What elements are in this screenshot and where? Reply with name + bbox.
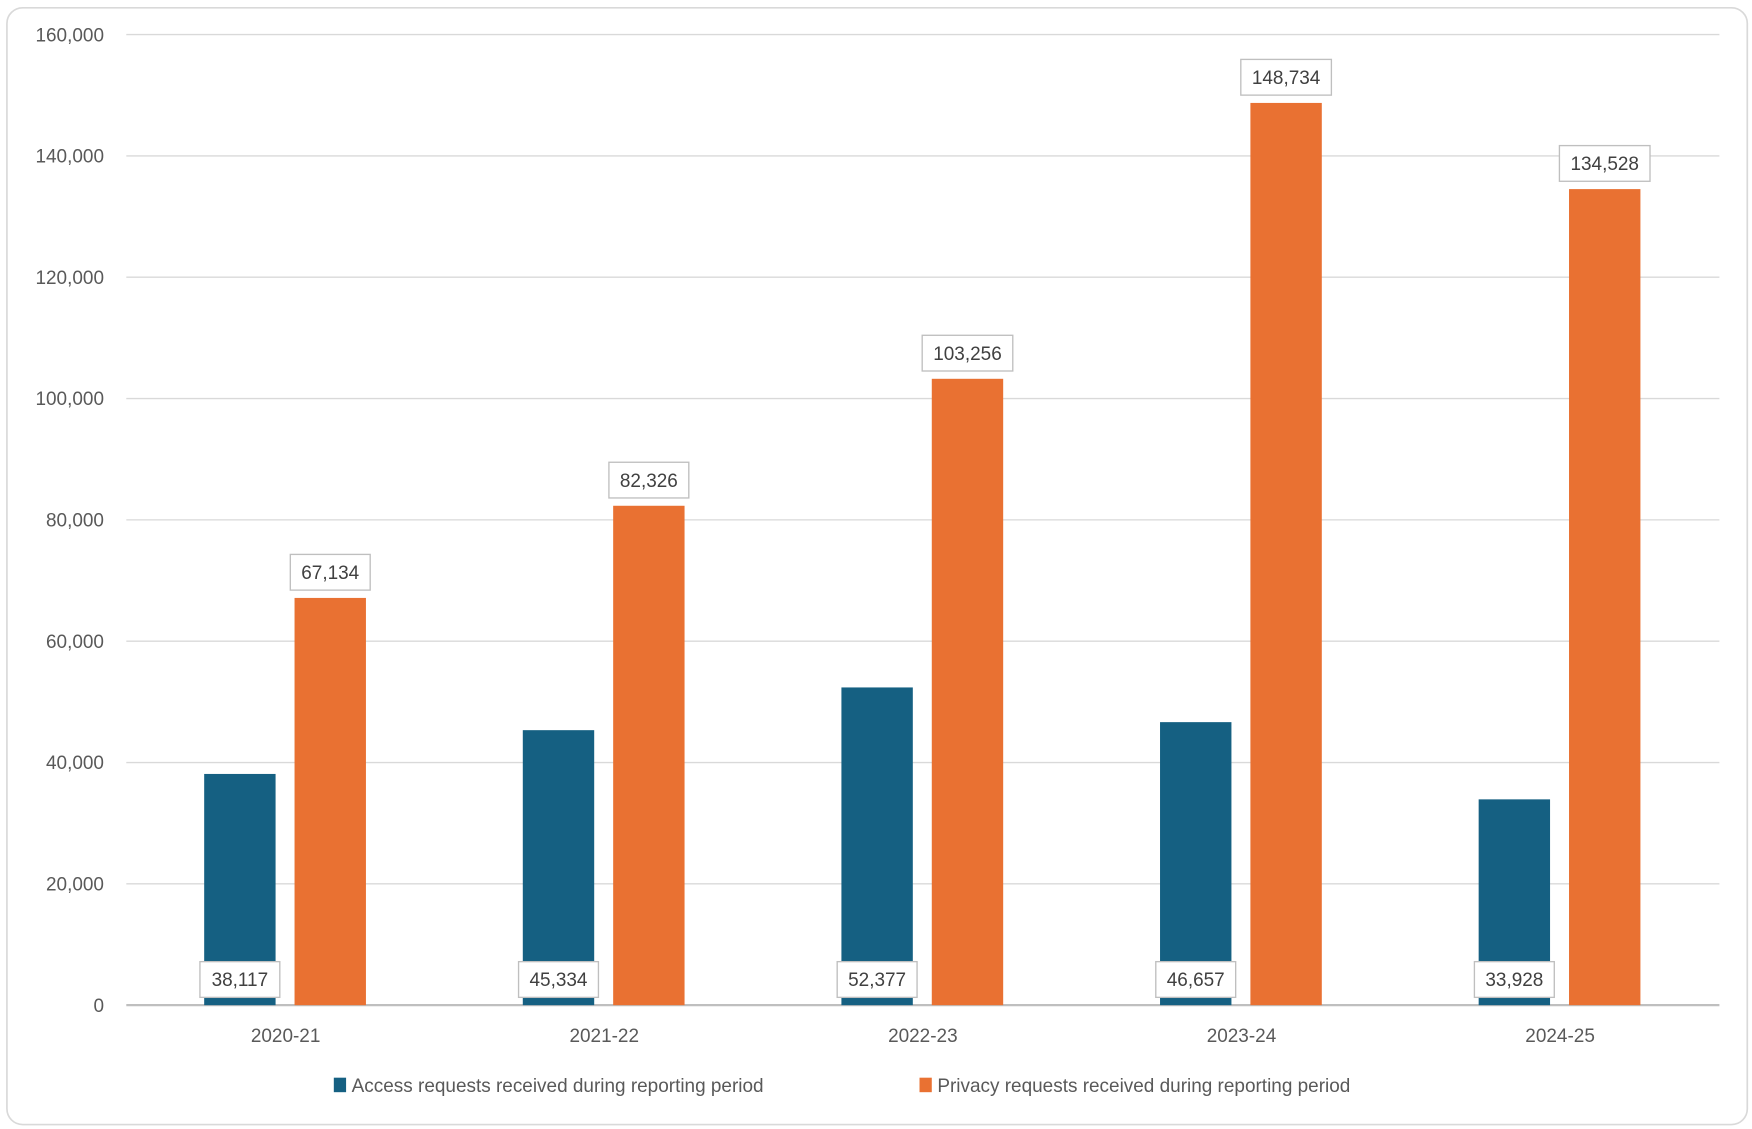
- privacy-bar: [613, 505, 685, 1006]
- access-bar: [522, 730, 595, 1006]
- privacy-bar: [294, 597, 366, 1006]
- y-tick-label: 40,000: [46, 753, 104, 774]
- y-tick-label: 20,000: [46, 875, 104, 896]
- data-label: 33,928: [1485, 970, 1543, 991]
- data-label-box: [289, 553, 371, 591]
- privacy-bar: [1569, 189, 1641, 1006]
- data-label-box: [1558, 144, 1651, 182]
- legend-swatch: [333, 1077, 347, 1093]
- data-label: 134,528: [1570, 154, 1639, 175]
- legend-label: Privacy requests received during reporti…: [937, 1076, 1350, 1097]
- legend-label: Access requests received during reportin…: [352, 1076, 764, 1097]
- legend-swatch: [919, 1077, 932, 1093]
- data-label: 82,326: [620, 471, 678, 492]
- data-label-box: [921, 334, 1014, 372]
- data-label-box: [517, 960, 600, 999]
- x-tick-label: 2024-25: [1525, 1026, 1595, 1047]
- access-bar: [1160, 722, 1232, 1006]
- privacy-bar: [931, 378, 1004, 1006]
- x-tick-label: 2022-23: [888, 1026, 958, 1047]
- data-label: 148,734: [1252, 68, 1321, 89]
- y-tick-label: 160,000: [35, 25, 104, 46]
- data-label: 46,657: [1167, 970, 1225, 991]
- data-label-box: [1473, 960, 1555, 999]
- privacy-bar: [1250, 102, 1322, 1006]
- data-label: 38,117: [212, 970, 269, 991]
- y-tick-label: 60,000: [46, 632, 104, 653]
- data-label-box: [199, 960, 281, 999]
- y-tick-label: 0: [93, 996, 104, 1017]
- data-label: 52,377: [848, 970, 906, 991]
- y-tick-label: 100,000: [35, 389, 104, 410]
- access-bar: [841, 687, 913, 1006]
- data-label: 67,134: [301, 563, 359, 584]
- x-tick-label: 2023-24: [1207, 1026, 1277, 1047]
- data-label: 103,256: [933, 344, 1002, 365]
- data-label-box: [1240, 58, 1333, 96]
- y-tick-label: 140,000: [35, 147, 104, 168]
- y-tick-label: 120,000: [35, 268, 104, 289]
- data-label-box: [608, 461, 690, 499]
- data-label-box: [1155, 960, 1237, 999]
- data-label: 45,334: [530, 970, 588, 991]
- y-tick-label: 80,000: [46, 511, 104, 532]
- data-label-box: [836, 960, 918, 999]
- x-tick-label: 2021-22: [569, 1026, 639, 1047]
- x-tick-label: 2020-21: [251, 1026, 321, 1047]
